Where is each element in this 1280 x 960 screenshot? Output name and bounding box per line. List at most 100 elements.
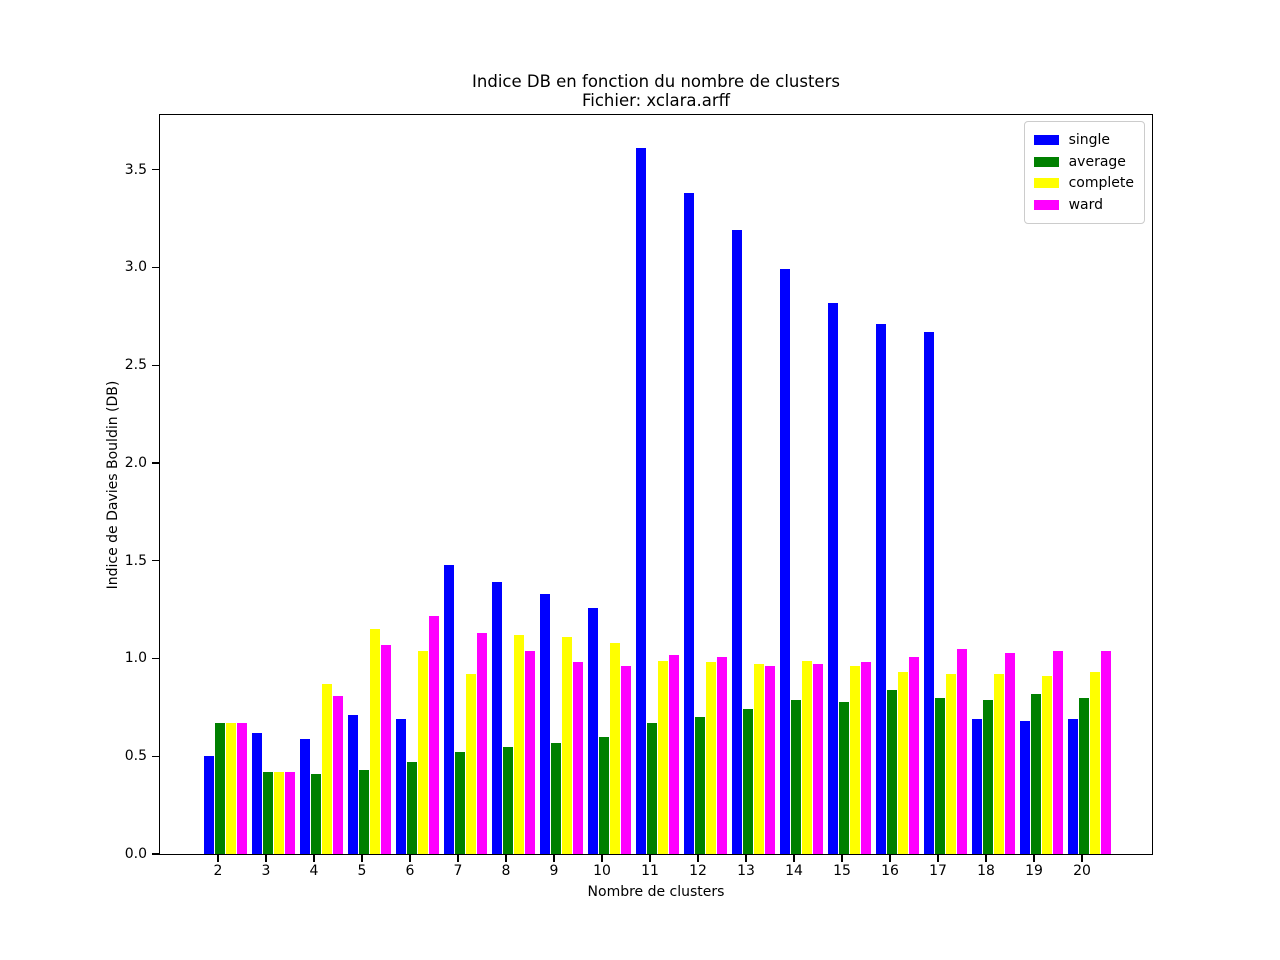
y-tick-label-3.5: 3.5 [124,161,147,178]
y-tick-label-1.0: 1.0 [124,650,147,667]
bar-single-10 [588,607,598,854]
plot-area: 0.0 0.5 1.0 1.5 2.0 2.5 3.0 3.5 2 3 4 5 6 7 8 9 10 11 12 1… [125,114,1153,879]
legend-swatch-complete [1033,178,1059,189]
x-tick-mark-13 [745,855,747,862]
y-tick-mark-1.0 [152,657,159,660]
bar-average-6 [407,762,417,854]
x-tick-mark-16 [889,855,891,862]
y-tick-mark-2.5 [152,364,159,366]
y-tick-mark-2.0 [152,462,159,464]
x-tick-label-10: 10 [593,863,611,879]
x-tick-label-14: 14 [785,863,803,879]
x-tick-label-18: 18 [977,863,995,879]
legend-label-single: single [1068,131,1111,148]
y-tick-mark-1.5 [152,560,159,562]
x-tick-label-16: 16 [881,863,899,879]
x-tick-mark-20 [1081,855,1083,862]
legend-item-single: single [1033,129,1134,151]
bar-ward-12 [717,656,727,854]
bar-average-19 [1031,693,1041,854]
bar-complete-3 [274,771,284,854]
bar-single-7 [444,564,454,854]
bar-complete-8 [514,635,524,854]
bar-single-17 [924,332,934,854]
bar-complete-15 [850,666,860,854]
bar-ward-17 [957,648,967,854]
x-tick-label-4: 4 [309,863,319,879]
x-tick-mark-7 [457,855,459,862]
x-tick-label-12: 12 [689,863,707,879]
x-tick-mark-15 [841,855,843,862]
bar-complete-13 [754,664,764,854]
bar-single-8 [492,582,502,854]
x-tick-mark-2 [217,855,219,862]
bar-single-5 [348,715,358,854]
bar-single-16 [876,324,886,854]
x-tick-mark-11 [649,855,651,862]
chart-title: Indice DB en fonction du nombre de clust… [159,72,1153,110]
bar-complete-5 [370,629,380,854]
bar-single-13 [732,230,742,854]
x-tick-label-13: 13 [737,863,755,879]
legend-label-average: average [1068,153,1126,170]
x-tick-label-8: 8 [501,863,511,879]
bar-ward-19 [1053,650,1063,854]
x-tick-label-6: 6 [405,863,415,879]
x-tick-label-5: 5 [357,863,367,879]
x-tick-label-19: 19 [1025,863,1043,879]
bar-average-15 [839,701,849,854]
x-tick-label-11: 11 [641,863,659,879]
bar-single-11 [636,148,646,854]
bar-ward-2 [237,723,247,854]
y-tick-label-3.0: 3.0 [124,259,147,276]
bar-complete-14 [802,660,812,854]
x-tick-label-3: 3 [261,863,271,879]
bar-ward-20 [1101,650,1111,854]
x-tick-mark-3 [265,855,267,862]
chart-title-line2: Fichier: xclara.arff [581,91,731,110]
bar-average-12 [695,717,705,854]
bar-complete-2 [226,723,236,854]
bar-single-18 [972,719,982,854]
x-axis-label: Nombre de clusters [587,884,725,900]
legend-swatch-single [1033,134,1059,145]
bar-ward-16 [909,656,919,854]
bar-ward-9 [573,662,583,854]
bar-ward-6 [429,615,439,854]
y-tick-label-2.0: 2.0 [124,454,147,471]
bar-average-16 [887,689,897,854]
x-tick-label-9: 9 [549,863,559,879]
bar-ward-18 [1005,652,1015,854]
legend-item-ward: ward [1033,194,1134,216]
bar-ward-11 [669,654,679,854]
legend-label-ward: ward [1068,196,1104,213]
bar-average-20 [1079,697,1089,854]
bar-ward-14 [813,664,823,854]
y-tick-label-0.0: 0.0 [124,846,147,862]
y-axis-label: Indice de Davies Bouldin (DB) [105,380,121,590]
bar-complete-18 [994,674,1004,854]
bar-ward-4 [333,695,343,854]
bar-complete-4 [322,683,332,854]
bar-single-12 [684,193,694,854]
x-tick-mark-19 [1033,855,1035,862]
y-tick-label-0.5: 0.5 [124,748,147,765]
bar-average-3 [263,771,273,854]
x-tick-label-20: 20 [1073,863,1091,879]
bar-average-13 [743,709,753,854]
bar-ward-7 [477,633,487,854]
x-tick-mark-14 [793,855,795,862]
x-tick-mark-8 [505,855,507,862]
x-tick-mark-18 [985,855,987,862]
bar-average-4 [311,773,321,854]
bar-single-4 [300,738,310,854]
bar-single-19 [1020,721,1030,854]
x-tick-mark-12 [697,855,699,862]
bar-average-9 [551,742,561,854]
x-tick-mark-10 [601,855,603,862]
bar-average-7 [455,752,465,854]
chart-title-line1: Indice DB en fonction du nombre de clust… [472,72,840,91]
bar-complete-11 [658,660,668,854]
bar-single-2 [204,756,214,854]
y-tick-mark-3.0 [152,266,159,269]
